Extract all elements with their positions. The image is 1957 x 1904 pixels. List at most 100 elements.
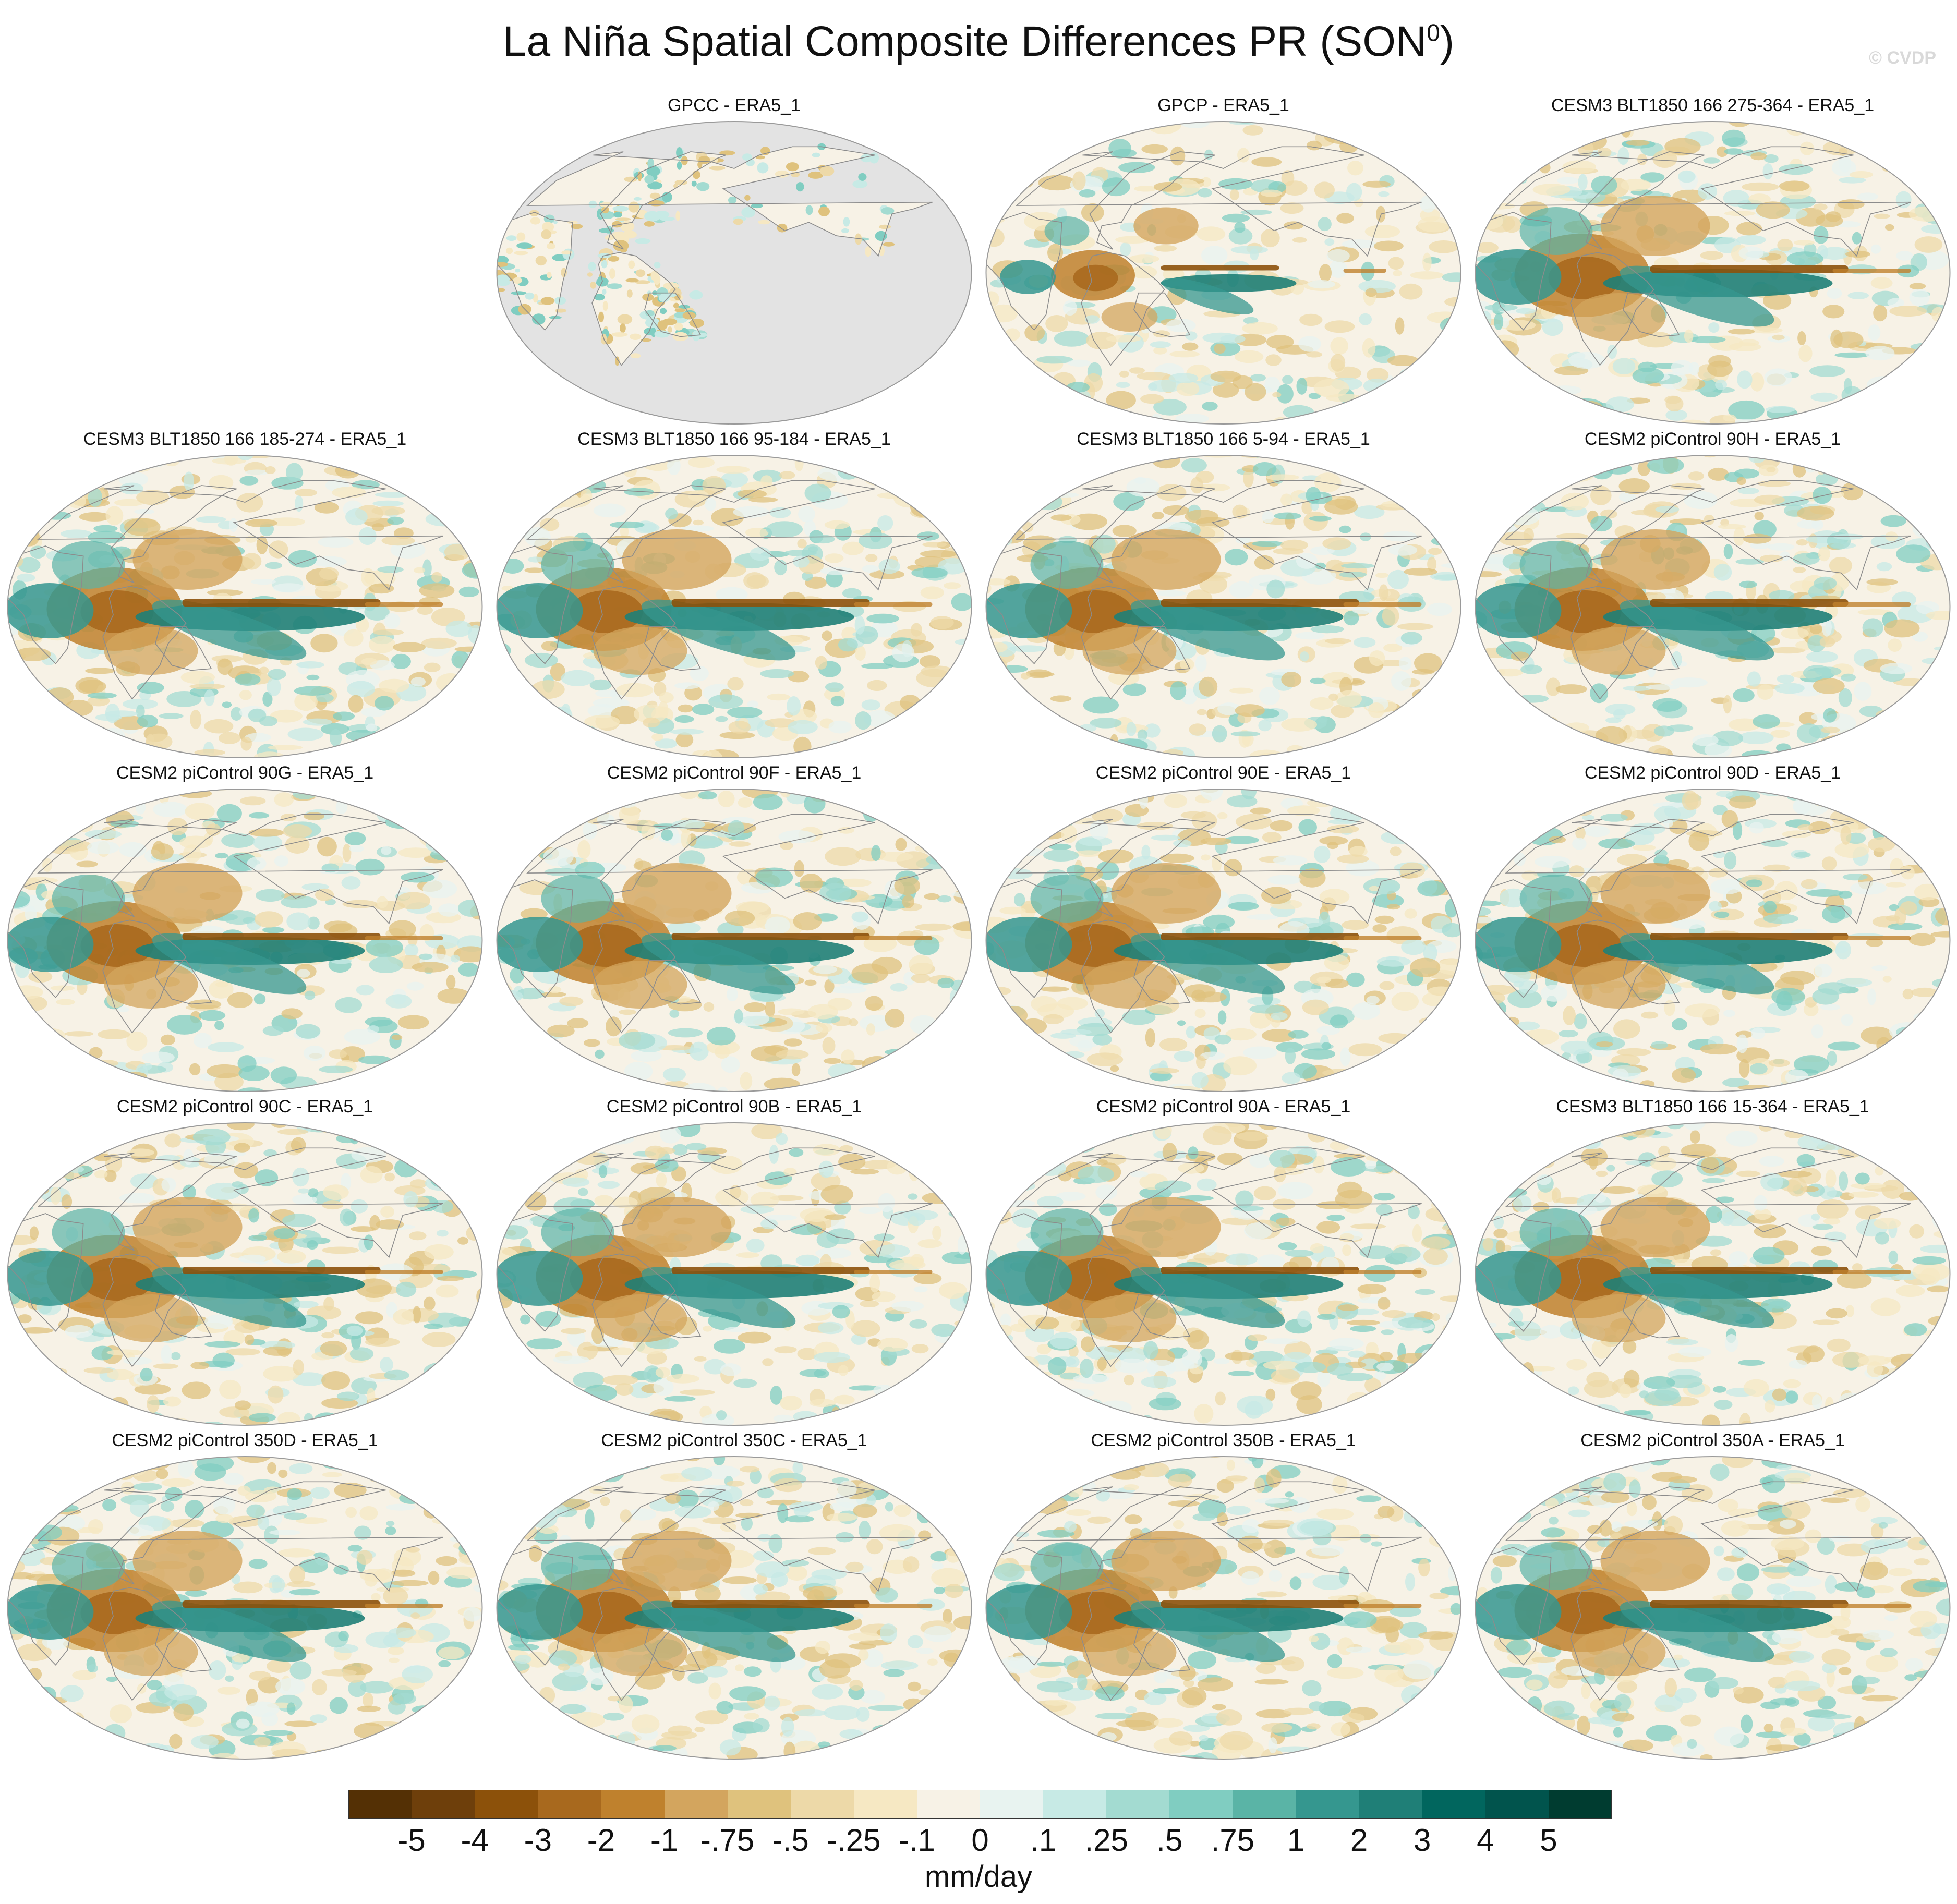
colorbar-tick-label: -.75	[700, 1823, 755, 1858]
panel-title: CESM2 piControl 90A - ERA5_1	[1096, 1097, 1351, 1117]
panel-title: CESM3 BLT1850 166 185-274 - ERA5_1	[83, 429, 407, 449]
colorbar-tick-label: -3	[524, 1823, 552, 1858]
robinson-map	[1475, 121, 1951, 425]
colorbar-tick-label: -.1	[898, 1823, 935, 1858]
watermark: © CVDP	[1869, 48, 1936, 68]
colorbar-tick-label: .75	[1211, 1823, 1255, 1858]
colorbar-tick-label: .1	[1030, 1823, 1057, 1858]
map-panel: CESM2 piControl 90G - ERA5_1	[6, 761, 484, 1095]
robinson-map	[7, 1456, 483, 1760]
colorbar-tick-label: -5	[397, 1823, 426, 1858]
panel-title: CESM2 piControl 350C - ERA5_1	[601, 1430, 867, 1450]
map-panel: CESM3 BLT1850 166 5-94 - ERA5_1	[985, 428, 1462, 761]
map-panel: CESM2 piControl 90B - ERA5_1	[496, 1095, 973, 1429]
colorbar-swatch	[664, 1790, 728, 1819]
robinson-map	[496, 455, 972, 758]
map-panel: CESM3 BLT1850 166 275-364 - ERA5_1	[1474, 94, 1951, 428]
panel-title: CESM3 BLT1850 166 275-364 - ERA5_1	[1551, 95, 1875, 115]
panel-title: CESM2 piControl 90H - ERA5_1	[1584, 429, 1841, 449]
colorbar-tick-label: .25	[1084, 1823, 1128, 1858]
colorbar-swatch	[916, 1790, 981, 1819]
robinson-map	[496, 1456, 972, 1760]
panel-title: CESM2 piControl 350B - ERA5_1	[1091, 1430, 1356, 1450]
robinson-map	[7, 1122, 483, 1426]
colorbar-swatch	[412, 1790, 475, 1819]
colorbar-tick-label: -.5	[772, 1823, 809, 1858]
map-panel: CESM3 BLT1850 166 95-184 - ERA5_1	[496, 428, 973, 761]
colorbar-frame	[348, 1790, 1612, 1819]
robinson-map	[985, 789, 1461, 1092]
panel-title: GPCC - ERA5_1	[667, 95, 801, 115]
panel-title: CESM3 BLT1850 166 95-184 - ERA5_1	[577, 429, 891, 449]
colorbar	[348, 1790, 1612, 1819]
colorbar-swatch	[1548, 1790, 1612, 1819]
colorbar-swatch	[538, 1790, 601, 1819]
panel-title: CESM2 piControl 90F - ERA5_1	[607, 763, 862, 783]
map-panel: GPCC - ERA5_1	[496, 94, 973, 428]
panel-title: CESM3 BLT1850 166 5-94 - ERA5_1	[1077, 429, 1370, 449]
map-panel: GPCP - ERA5_1	[985, 94, 1462, 428]
colorbar-swatch	[1485, 1790, 1549, 1819]
map-panel: CESM3 BLT1850 166 185-274 - ERA5_1	[6, 428, 484, 761]
colorbar-swatch	[980, 1790, 1044, 1819]
colorbar-tick-label: 0	[971, 1823, 989, 1858]
map-panel: CESM2 piControl 350C - ERA5_1	[496, 1429, 973, 1763]
robinson-map	[7, 455, 483, 758]
colorbar-swatch	[475, 1790, 538, 1819]
map-panel: CESM2 piControl 90A - ERA5_1	[985, 1095, 1462, 1429]
colorbar-swatch	[601, 1790, 665, 1819]
map-panel: CESM2 piControl 90H - ERA5_1	[1474, 428, 1951, 761]
robinson-map	[496, 789, 972, 1092]
colorbar-swatch	[1043, 1790, 1107, 1819]
colorbar-swatch	[1233, 1790, 1297, 1819]
colorbar-units: mm/day	[924, 1860, 1033, 1894]
robinson-map	[985, 1456, 1461, 1760]
robinson-map	[1475, 1122, 1951, 1426]
colorbar-tick-label: -.25	[827, 1823, 881, 1858]
colorbar-swatch	[1106, 1790, 1170, 1819]
robinson-map	[1475, 1456, 1951, 1760]
colorbar-swatch	[1296, 1790, 1360, 1819]
colorbar-swatch	[790, 1790, 854, 1819]
map-panel: CESM2 piControl 350B - ERA5_1	[985, 1429, 1462, 1763]
figure-title: La Niña Spatial Composite Differences PR…	[502, 18, 1455, 65]
colorbar-swatch	[348, 1790, 412, 1819]
map-panel: CESM2 piControl 350D - ERA5_1	[6, 1429, 484, 1763]
map-panel: CESM2 piControl 90D - ERA5_1	[1474, 761, 1951, 1095]
colorbar-swatch	[1169, 1790, 1233, 1819]
colorbar-swatch	[1422, 1790, 1486, 1819]
robinson-map	[985, 455, 1461, 758]
panel-title: CESM2 piControl 90G - ERA5_1	[116, 763, 374, 783]
robinson-map	[985, 121, 1461, 425]
colorbar-tick-label: 4	[1477, 1823, 1494, 1858]
panel-title: CESM2 piControl 350A - ERA5_1	[1580, 1430, 1845, 1450]
colorbar-tick-label: 1	[1287, 1823, 1305, 1858]
map-panel: CESM2 piControl 90E - ERA5_1	[985, 761, 1462, 1095]
colorbar-tick-label: 3	[1414, 1823, 1431, 1858]
map-panel: CESM2 piControl 90F - ERA5_1	[496, 761, 973, 1095]
map-panel: CESM2 piControl 350A - ERA5_1	[1474, 1429, 1951, 1763]
panel-title: CESM2 piControl 90E - ERA5_1	[1095, 763, 1351, 783]
colorbar-tick-label: 2	[1350, 1823, 1368, 1858]
colorbar-tick-label: -4	[461, 1823, 489, 1858]
colorbar-tick-label: -2	[587, 1823, 615, 1858]
panel-title: CESM3 BLT1850 166 15-364 - ERA5_1	[1556, 1097, 1869, 1117]
colorbar-swatch	[727, 1790, 791, 1819]
panel-title: CESM2 piControl 90D - ERA5_1	[1584, 763, 1841, 783]
colorbar-swatch	[853, 1790, 917, 1819]
robinson-map	[1475, 455, 1951, 758]
map-panel: CESM3 BLT1850 166 15-364 - ERA5_1	[1474, 1095, 1951, 1429]
panel-title: CESM2 piControl 350D - ERA5_1	[112, 1430, 378, 1450]
panel-title: CESM2 piControl 90B - ERA5_1	[606, 1097, 862, 1117]
colorbar-tick-label: -1	[650, 1823, 679, 1858]
robinson-map	[985, 1122, 1461, 1426]
robinson-map	[1475, 789, 1951, 1092]
colorbar-tick-label: .5	[1156, 1823, 1183, 1858]
panel-title: CESM2 piControl 90C - ERA5_1	[116, 1097, 373, 1117]
colorbar-tick-label: 5	[1540, 1823, 1557, 1858]
panel-title: GPCP - ERA5_1	[1157, 95, 1289, 115]
robinson-map	[496, 121, 972, 425]
colorbar-swatch	[1359, 1790, 1423, 1819]
robinson-map	[7, 789, 483, 1092]
map-panel: CESM2 piControl 90C - ERA5_1	[6, 1095, 484, 1429]
